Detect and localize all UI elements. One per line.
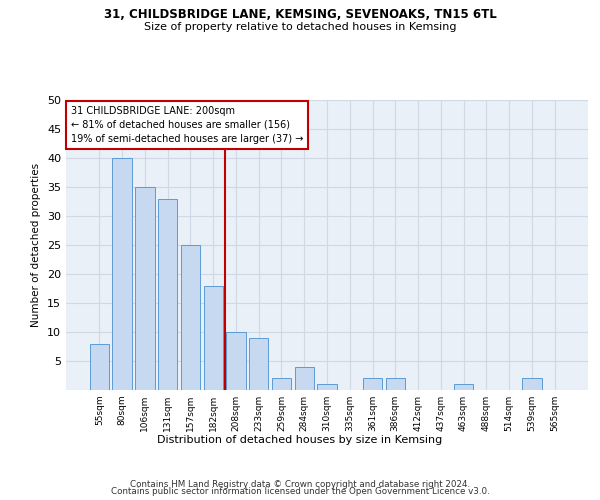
Y-axis label: Number of detached properties: Number of detached properties bbox=[31, 163, 41, 327]
Bar bbox=[317, 384, 337, 390]
Bar bbox=[135, 187, 155, 390]
Bar bbox=[226, 332, 245, 390]
Bar bbox=[272, 378, 291, 390]
Text: Contains public sector information licensed under the Open Government Licence v3: Contains public sector information licen… bbox=[110, 488, 490, 496]
Bar bbox=[112, 158, 132, 390]
Bar bbox=[454, 384, 473, 390]
Text: 31 CHILDSBRIDGE LANE: 200sqm
← 81% of detached houses are smaller (156)
19% of s: 31 CHILDSBRIDGE LANE: 200sqm ← 81% of de… bbox=[71, 106, 304, 144]
Bar bbox=[522, 378, 542, 390]
Text: Contains HM Land Registry data © Crown copyright and database right 2024.: Contains HM Land Registry data © Crown c… bbox=[130, 480, 470, 489]
Bar bbox=[90, 344, 109, 390]
Text: 31, CHILDSBRIDGE LANE, KEMSING, SEVENOAKS, TN15 6TL: 31, CHILDSBRIDGE LANE, KEMSING, SEVENOAK… bbox=[104, 8, 496, 20]
Bar bbox=[386, 378, 405, 390]
Bar bbox=[295, 367, 314, 390]
Bar bbox=[181, 245, 200, 390]
Bar bbox=[203, 286, 223, 390]
Bar bbox=[249, 338, 268, 390]
Bar bbox=[158, 198, 178, 390]
Text: Distribution of detached houses by size in Kemsing: Distribution of detached houses by size … bbox=[157, 435, 443, 445]
Bar bbox=[363, 378, 382, 390]
Text: Size of property relative to detached houses in Kemsing: Size of property relative to detached ho… bbox=[144, 22, 456, 32]
